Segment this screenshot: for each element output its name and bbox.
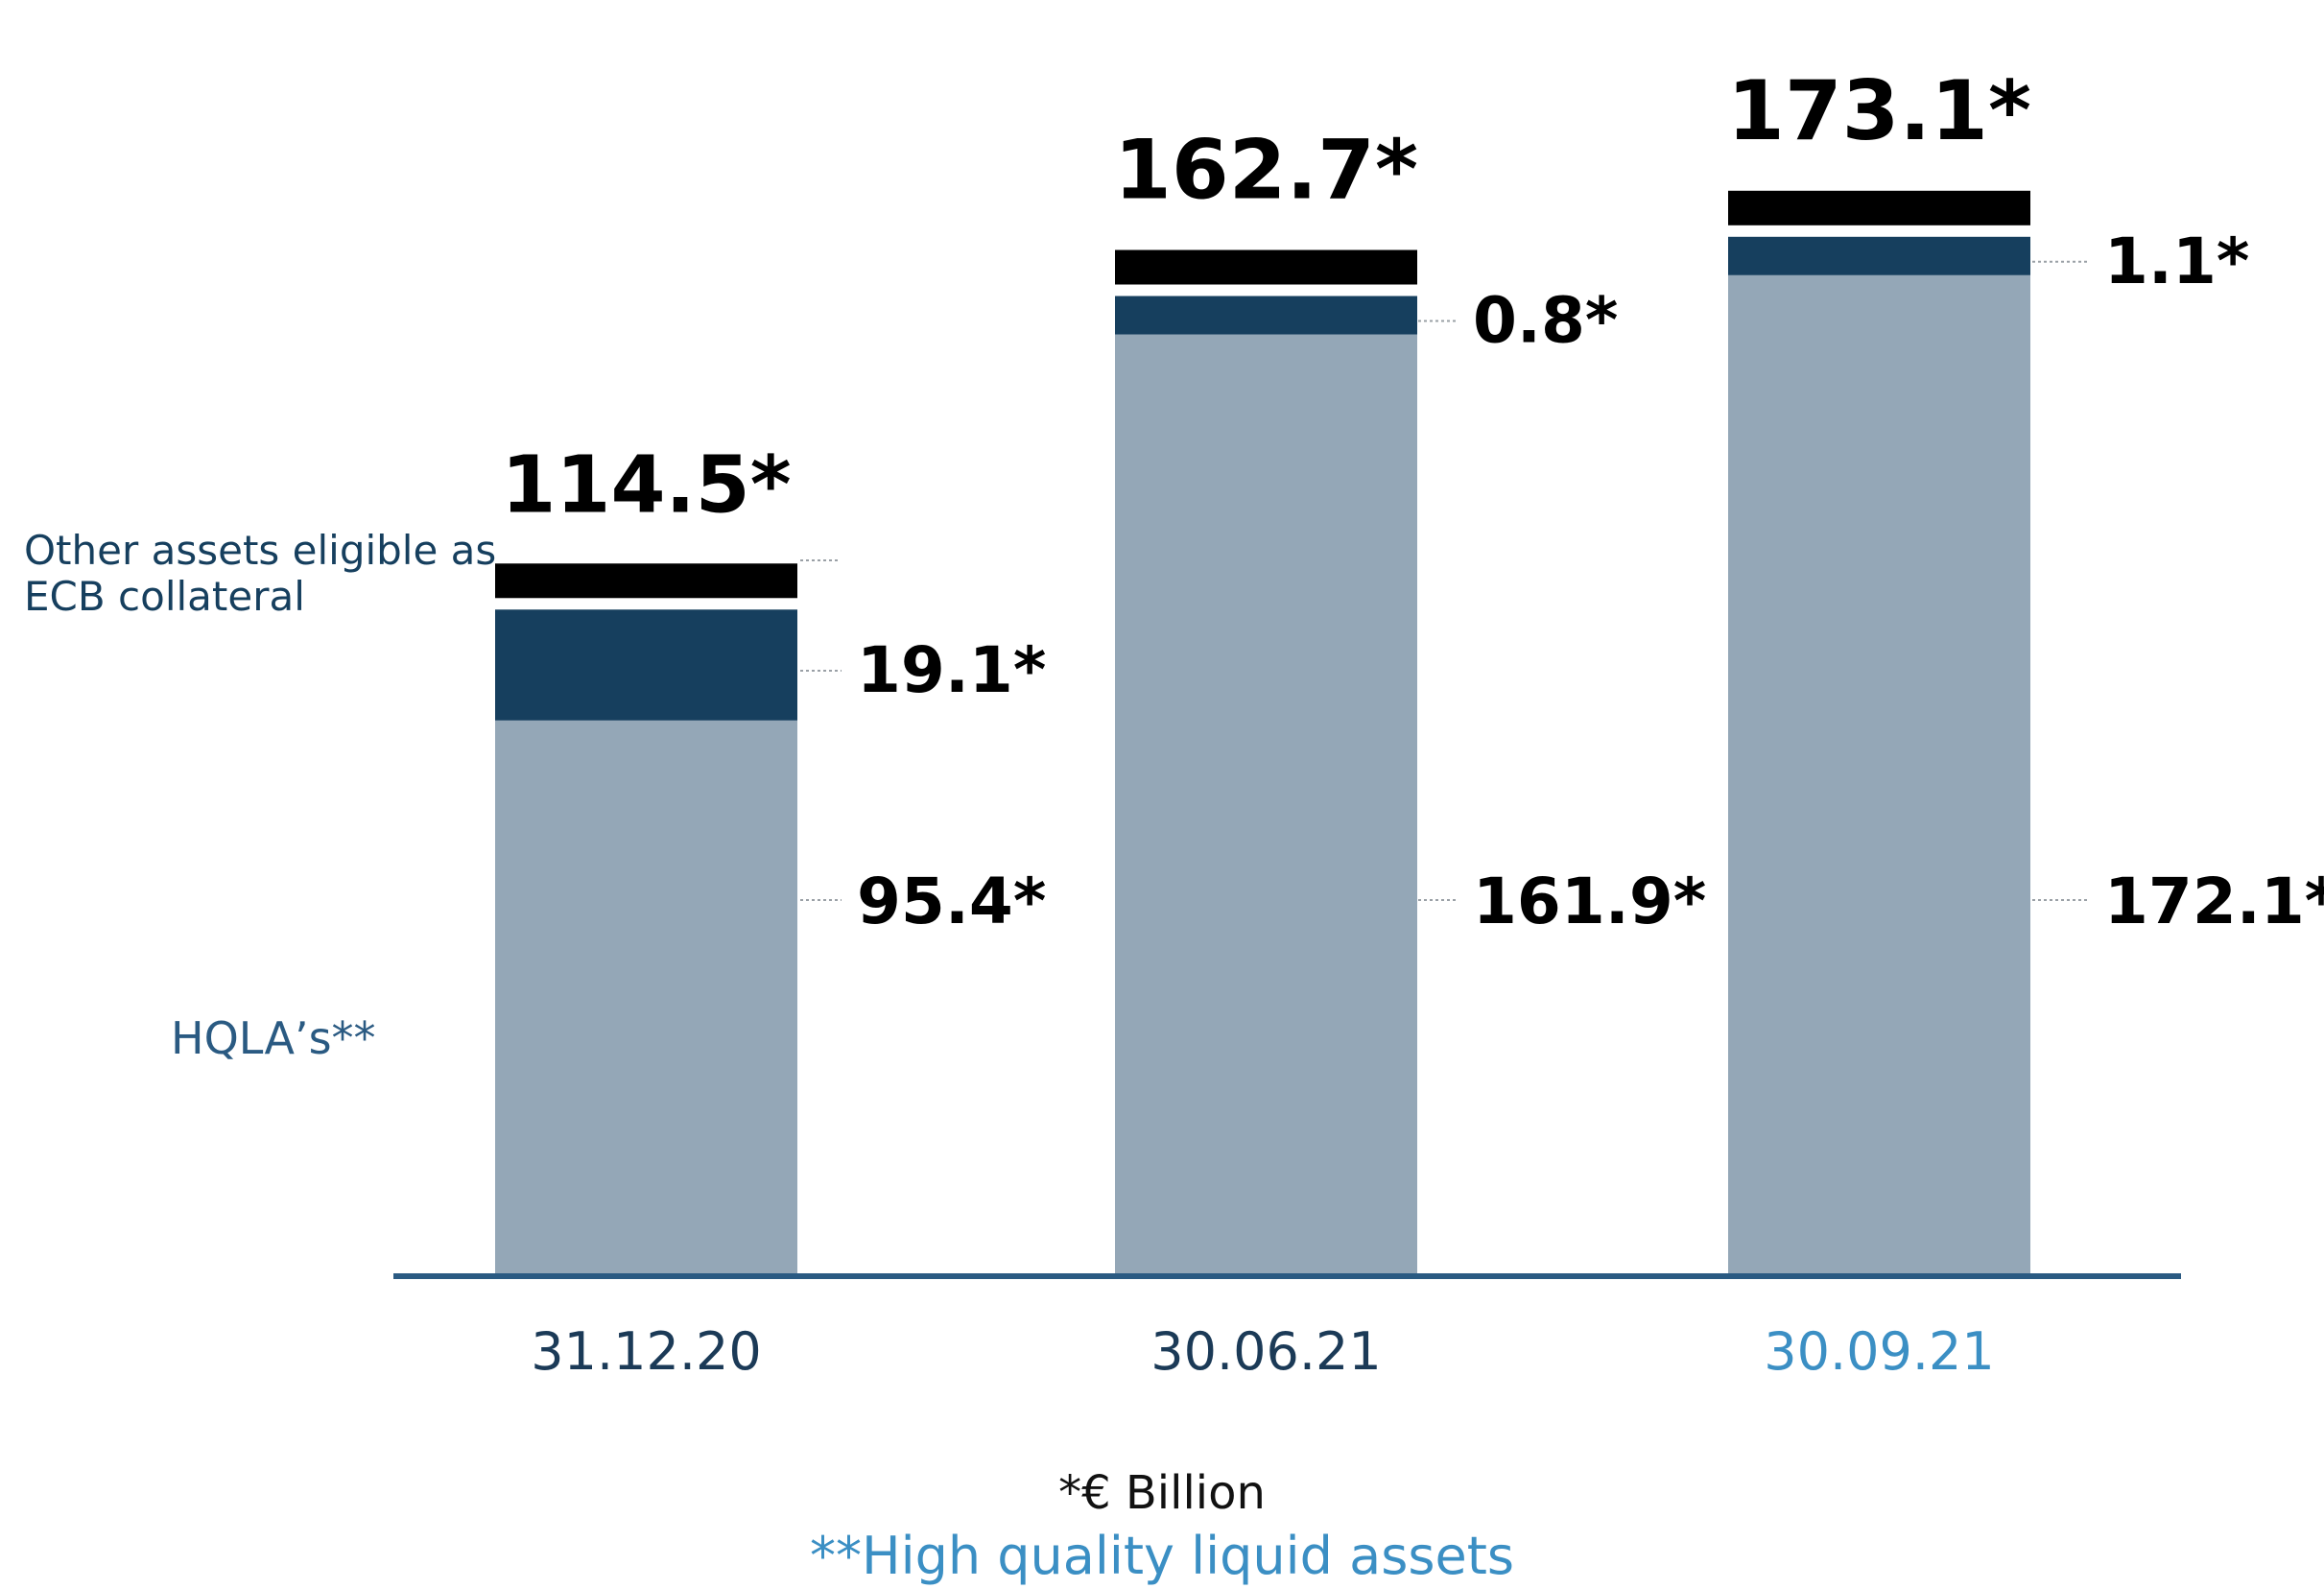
bar-hqla-0 — [495, 720, 797, 1274]
category-label-2: 30.09.21 — [1764, 1321, 1994, 1382]
footnote-hqla: **High quality liquid assets — [809, 1526, 1514, 1586]
bar-other-1 — [1115, 296, 1417, 335]
bar-total-cap-1 — [1115, 249, 1417, 285]
total-label-1: 162.7* — [1114, 123, 1418, 219]
legend-other-line-1: ECB collateral — [24, 573, 305, 620]
bar-other-0 — [495, 609, 797, 721]
value-label-hqla-0: 95.4* — [857, 865, 1046, 938]
total-label-2: 173.1* — [1727, 63, 2031, 159]
legend-hqla: HQLA’s** — [171, 1012, 376, 1064]
value-label-other-1: 0.8* — [1473, 284, 1618, 358]
value-label-other-0: 19.1* — [857, 633, 1046, 707]
bar-total-cap-0 — [495, 563, 797, 599]
bar-hqla-1 — [1115, 334, 1417, 1274]
bar-total-cap-2 — [1728, 190, 2030, 225]
total-label-0: 114.5* — [501, 439, 791, 531]
value-label-other-2: 1.1* — [2104, 225, 2249, 298]
category-label-1: 30.06.21 — [1150, 1321, 1381, 1382]
value-label-hqla-1: 161.9* — [1473, 865, 1706, 938]
category-label-0: 31.12.20 — [531, 1321, 761, 1382]
bar-other-2 — [1728, 236, 2030, 275]
bar-hqla-2 — [1728, 274, 2030, 1274]
footnote-unit: *€ Billion — [1058, 1466, 1266, 1520]
legend-other-line-0: Other assets eligible as — [24, 527, 496, 574]
value-label-hqla-2: 172.1* — [2104, 865, 2324, 938]
